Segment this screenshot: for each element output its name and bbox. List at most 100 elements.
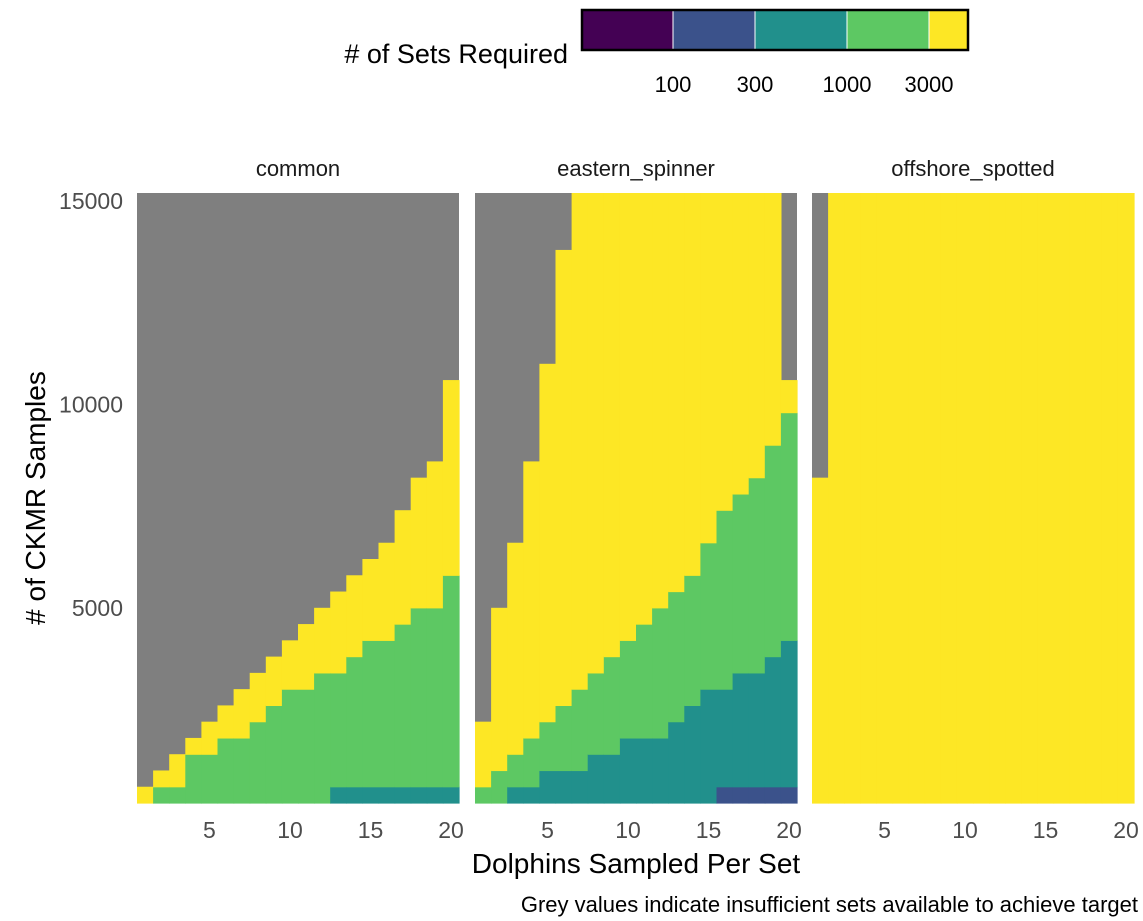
heat-cell-100-300 [748, 786, 766, 804]
legend-bin-300-1000 [755, 10, 847, 50]
legend-bin-1000-3000 [847, 10, 929, 50]
panel-title: offshore_spotted [891, 156, 1055, 181]
x-tick-label: 20 [438, 817, 464, 843]
heat-cell-gt3000 [780, 380, 798, 414]
heat-cell-300-1000 [748, 672, 766, 788]
heat-cell-gt3000 [201, 721, 219, 755]
heat-cell-gt3000 [603, 193, 621, 658]
heat-cell-gt3000 [1069, 193, 1087, 804]
heat-cell-300-1000 [603, 754, 621, 804]
heat-cell-gt3000 [475, 721, 492, 788]
heat-cell-gt3000 [265, 656, 283, 706]
legend-colorbar [580, 8, 970, 52]
heat-cell-gt3000 [571, 193, 589, 690]
heat-cell-1000-3000 [619, 640, 637, 739]
x-tick-label: 5 [878, 817, 891, 843]
panel-offshore_spotted: offshore_spotted 5 10 15 20 [812, 156, 1139, 843]
heat-cell-300-1000 [523, 786, 540, 804]
legend-title: # of Sets Required [344, 39, 568, 69]
x-tick-label: 10 [277, 817, 303, 843]
heat-cell-300-1000 [394, 786, 412, 804]
heat-cell-300-1000 [410, 786, 428, 804]
x-tick-label: 15 [696, 817, 722, 843]
y-axis-ticks: 5000 10000 15000 [59, 188, 123, 621]
heat-cell-gt3000 [314, 607, 331, 674]
heat-cell-gt3000 [956, 193, 974, 804]
y-tick-label: 5000 [72, 595, 123, 621]
x-tick-label: 5 [541, 817, 554, 843]
legend-bin-100-300 [673, 10, 755, 50]
heat-cell-300-1000 [636, 737, 653, 804]
y-axis-label: # of CKMR Samples [20, 371, 51, 625]
heat-cell-gt3000 [892, 193, 910, 804]
heat-cell-gt3000 [812, 477, 829, 804]
legend-break-labels: 100 300 1000 3000 [655, 72, 954, 97]
panel-eastern_spinner: eastern_spinner 5 10 15 20 [475, 156, 802, 843]
heat-cell-gt3000 [137, 786, 154, 804]
legend-bin-gt3000 [929, 10, 968, 50]
heat-cell-300-1000 [668, 721, 685, 804]
x-tick-label: 20 [1113, 817, 1139, 843]
heat-cell-300-1000 [732, 672, 750, 788]
heat-cell-1000-3000 [426, 607, 444, 788]
heat-cell-1000-3000 [764, 445, 782, 658]
x-tick-label: 15 [1033, 817, 1059, 843]
heat-cell-gt3000 [539, 363, 557, 723]
heat-cell-100-300 [732, 786, 750, 804]
heat-cell-gt3000 [1005, 193, 1022, 804]
heat-cell-gt3000 [217, 705, 235, 739]
heat-cell-300-1000 [587, 754, 605, 804]
heat-cell-300-1000 [700, 689, 718, 804]
heat-cell-gt3000 [169, 754, 186, 788]
heat-cell-gt3000 [1085, 193, 1103, 804]
heat-cell-100-300 [780, 786, 798, 804]
heat-cell-1000-3000 [507, 754, 524, 788]
heat-cell-gt3000 [330, 591, 347, 674]
heat-cell-1000-3000 [668, 591, 685, 723]
heat-cell-1000-3000 [169, 786, 186, 804]
heat-cell-gt3000 [732, 193, 750, 495]
heat-cell-1000-3000 [281, 689, 299, 804]
heat-cell-1000-3000 [475, 786, 492, 804]
heat-cell-300-1000 [507, 786, 524, 804]
heat-cell-gt3000 [394, 510, 412, 625]
heat-cell-300-1000 [442, 786, 460, 804]
heat-cell-gt3000 [1021, 193, 1038, 804]
heat-cell-1000-3000 [571, 689, 589, 772]
heat-cell-300-1000 [716, 689, 734, 788]
heat-cell-1000-3000 [314, 672, 331, 804]
heat-cell-gt3000 [249, 672, 267, 723]
heat-cell-1000-3000 [780, 412, 798, 641]
legend-break-label: 1000 [823, 72, 872, 97]
heat-cell-gt3000 [668, 193, 685, 593]
heat-cell-gt3000 [940, 193, 958, 804]
heat-cell-gt3000 [233, 689, 251, 739]
caption: Grey values indicate insufficient sets a… [521, 892, 1138, 917]
heat-cell-1000-3000 [636, 624, 653, 739]
legend-bin-lt100 [582, 10, 673, 50]
legend-break-label: 3000 [905, 72, 954, 97]
heat-cell-gt3000 [1053, 193, 1071, 804]
heat-cell-300-1000 [652, 737, 669, 804]
heat-cell-300-1000 [378, 786, 396, 804]
heat-cell-gt3000 [1117, 193, 1135, 804]
legend-break-label: 100 [655, 72, 692, 97]
heat-cell-300-1000 [555, 770, 573, 804]
heat-cell-gt3000 [652, 193, 669, 609]
heat-cell-1000-3000 [233, 737, 251, 804]
heat-cell-gt3000 [410, 477, 428, 609]
heat-cell-1000-3000 [442, 575, 460, 788]
heat-cell-100-300 [716, 786, 734, 804]
heat-cell-gt3000 [426, 461, 444, 609]
heat-cell-300-1000 [426, 786, 444, 804]
heat-cell-gt3000 [908, 193, 926, 804]
heat-cell-gt3000 [185, 737, 202, 755]
heat-cell-1000-3000 [587, 672, 605, 755]
heat-cell-1000-3000 [732, 493, 750, 674]
heat-cell-gt3000 [973, 193, 990, 804]
heat-cell-gt3000 [1037, 193, 1055, 804]
heat-cell-gt3000 [716, 193, 734, 511]
y-tick-label: 10000 [59, 392, 123, 418]
heat-cell-gt3000 [1101, 193, 1119, 804]
